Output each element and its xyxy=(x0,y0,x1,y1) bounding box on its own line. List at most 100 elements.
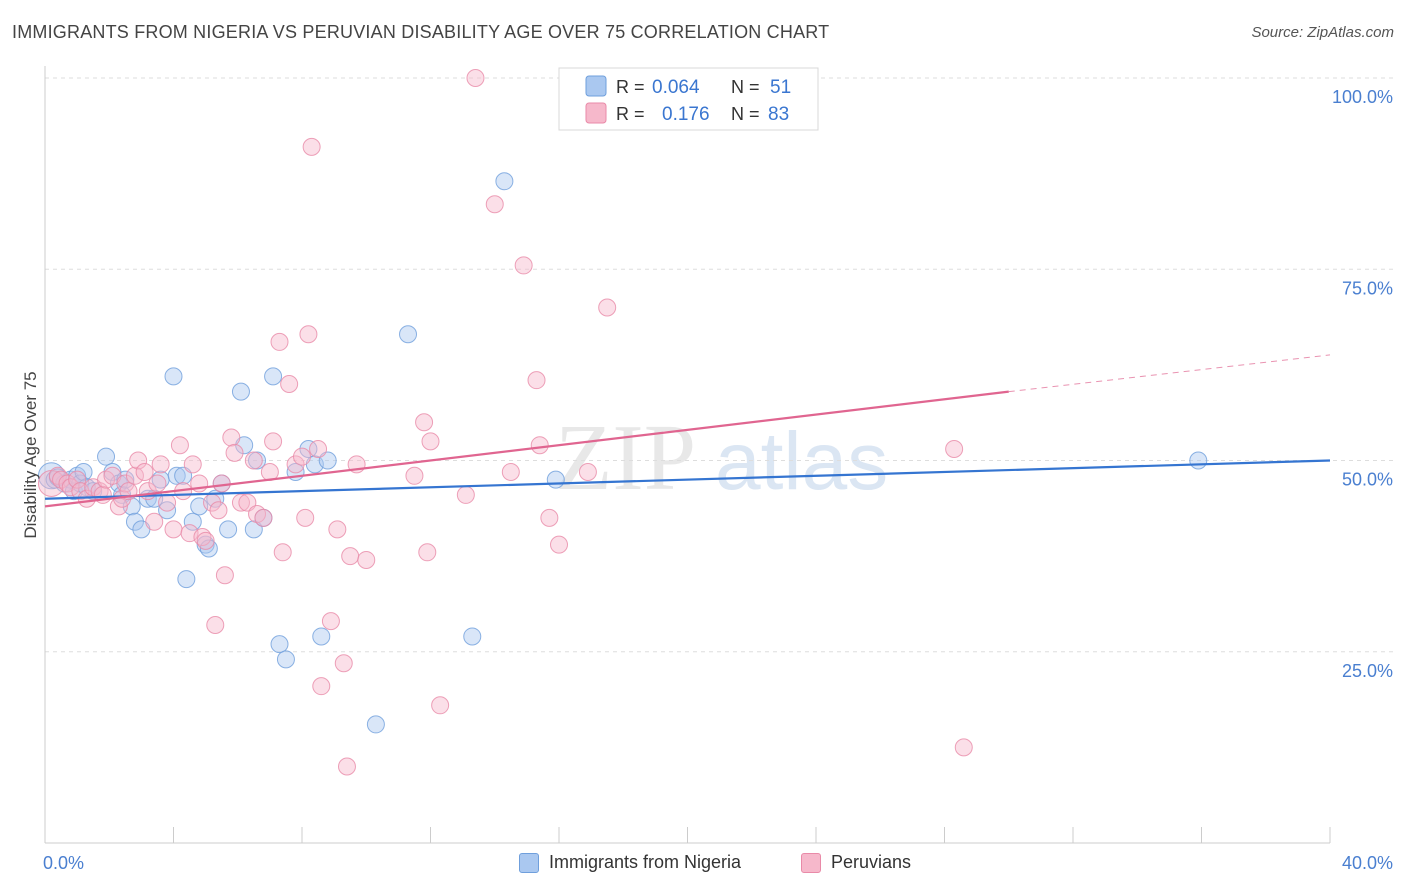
y-tick-label-1: 50.0% xyxy=(1342,470,1393,490)
stats-n-label-2: N = xyxy=(731,104,760,124)
stats-legend-swatch-pink xyxy=(585,102,607,124)
point-peruvian-77 xyxy=(550,535,568,554)
point-peruvian-60 xyxy=(337,757,356,776)
legend-label-nigeria: Immigrants from Nigeria xyxy=(549,852,742,872)
point-nigeria-52 xyxy=(1189,451,1208,470)
point-peruvian-50 xyxy=(286,455,305,474)
point-nigeria-43 xyxy=(299,440,318,459)
stats-n-label-1: N = xyxy=(731,77,760,97)
point-nigeria-48 xyxy=(399,325,418,344)
point-nigeria-46 xyxy=(318,451,337,470)
point-peruvian-57 xyxy=(321,612,340,631)
point-peruvian-59 xyxy=(334,654,353,673)
point-nigeria-17 xyxy=(125,512,144,531)
point-peruvian-5 xyxy=(68,470,87,489)
point-peruvian-75 xyxy=(530,436,549,455)
legend-swatch-nigeria xyxy=(519,852,539,873)
point-nigeria-23 xyxy=(164,367,183,386)
stats-r-value-1: 0.064 xyxy=(652,77,700,98)
point-peruvian-71 xyxy=(485,195,504,214)
point-peruvian-66 xyxy=(418,543,437,562)
point-nigeria-45 xyxy=(312,627,331,646)
point-peruvian-47 xyxy=(270,332,289,351)
trend-line-extension-1 xyxy=(1008,354,1331,393)
point-peruvian-42 xyxy=(244,451,263,470)
axes xyxy=(44,66,1331,844)
point-peruvian-72 xyxy=(501,462,520,481)
point-peruvian-61 xyxy=(341,547,360,566)
chart-title: IMMIGRANTS FROM NIGERIA VS PERUVIAN DISA… xyxy=(12,22,830,42)
y-axis-label: Disability Age Over 75 xyxy=(21,371,40,538)
point-nigeria-47 xyxy=(366,715,385,734)
point-peruvian-26 xyxy=(170,436,189,455)
point-nigeria-11 xyxy=(97,447,116,466)
point-peruvian-24 xyxy=(158,493,177,512)
point-peruvian-64 xyxy=(405,466,424,485)
legend-swatch-peruvians xyxy=(801,852,821,873)
point-peruvian-63 xyxy=(357,550,376,569)
data-points xyxy=(37,69,1208,776)
point-peruvian-70 xyxy=(466,69,485,87)
point-peruvian-41 xyxy=(238,493,257,512)
point-peruvian-58 xyxy=(328,520,347,539)
point-peruvian-76 xyxy=(540,508,559,527)
point-peruvian-54 xyxy=(302,137,321,156)
point-peruvian-74 xyxy=(527,371,546,390)
stats-r-value-2: 0.176 xyxy=(662,104,710,125)
point-peruvian-29 xyxy=(183,455,202,474)
point-nigeria-25 xyxy=(174,466,193,485)
point-peruvian-51 xyxy=(293,447,311,466)
point-peruvian-49 xyxy=(280,375,299,393)
point-peruvian-4 xyxy=(61,478,80,497)
point-nigeria-49 xyxy=(463,627,482,646)
stats-n-value-2: 83 xyxy=(768,104,789,125)
point-peruvian-22 xyxy=(148,474,167,493)
point-peruvian-18 xyxy=(129,451,148,470)
point-peruvian-79 xyxy=(578,462,597,481)
point-peruvian-82 xyxy=(954,738,973,757)
point-peruvian-68 xyxy=(431,696,450,715)
bottom-legend: Immigrants from Nigeria Peruvians xyxy=(0,850,1406,880)
trend-line-1 xyxy=(44,390,1009,508)
point-peruvian-46 xyxy=(264,432,283,451)
point-nigeria-24 xyxy=(167,466,186,485)
point-peruvian-67 xyxy=(421,432,440,451)
point-peruvian-34 xyxy=(206,615,225,634)
point-nigeria-33 xyxy=(219,520,238,539)
point-nigeria-34 xyxy=(231,382,250,401)
y-tick-label-3: 100.0% xyxy=(1332,87,1393,107)
x-tick-label-1: 40.0% xyxy=(1342,853,1393,873)
point-peruvian-17 xyxy=(125,466,144,485)
point-peruvian-80 xyxy=(598,298,617,317)
y-tick-label-2: 75.0% xyxy=(1342,278,1393,298)
legend-label-peruvians: Peruvians xyxy=(831,852,912,872)
point-nigeria-50 xyxy=(495,172,514,191)
point-peruvian-65 xyxy=(415,413,434,432)
point-peruvian-56 xyxy=(312,677,331,696)
legend-item-peruvians: Peruvians xyxy=(801,852,911,873)
watermark-zip: ZIP xyxy=(555,406,696,510)
point-peruvian-35 xyxy=(209,501,228,520)
point-nigeria-27 xyxy=(183,512,202,531)
point-nigeria-26 xyxy=(177,570,196,589)
watermark-atlas: atlas xyxy=(715,416,888,507)
point-nigeria-39 xyxy=(264,367,283,386)
point-nigeria-51 xyxy=(546,470,565,489)
point-peruvian-32 xyxy=(196,531,215,550)
point-peruvian-69 xyxy=(456,485,475,504)
x-tick-label-0: 0.0% xyxy=(43,853,84,873)
grid-lines xyxy=(45,77,1395,653)
stats-legend-swatch-blue xyxy=(585,75,607,97)
legend-item-nigeria: Immigrants from Nigeria xyxy=(519,852,741,873)
point-peruvian-55 xyxy=(309,440,328,459)
point-peruvian-44 xyxy=(254,508,273,527)
chart-source: Source: ZipAtlas.com xyxy=(1251,24,1394,41)
point-peruvian-25 xyxy=(164,520,183,539)
trend-lines xyxy=(44,354,1331,508)
tick-labels: 25.0% 50.0% 75.0% 100.0% 0.0% 40.0% xyxy=(43,87,1393,873)
trend-line-0 xyxy=(44,459,1331,500)
point-peruvian-23 xyxy=(151,455,170,474)
point-nigeria-22 xyxy=(158,501,177,520)
point-peruvian-21 xyxy=(145,512,164,531)
